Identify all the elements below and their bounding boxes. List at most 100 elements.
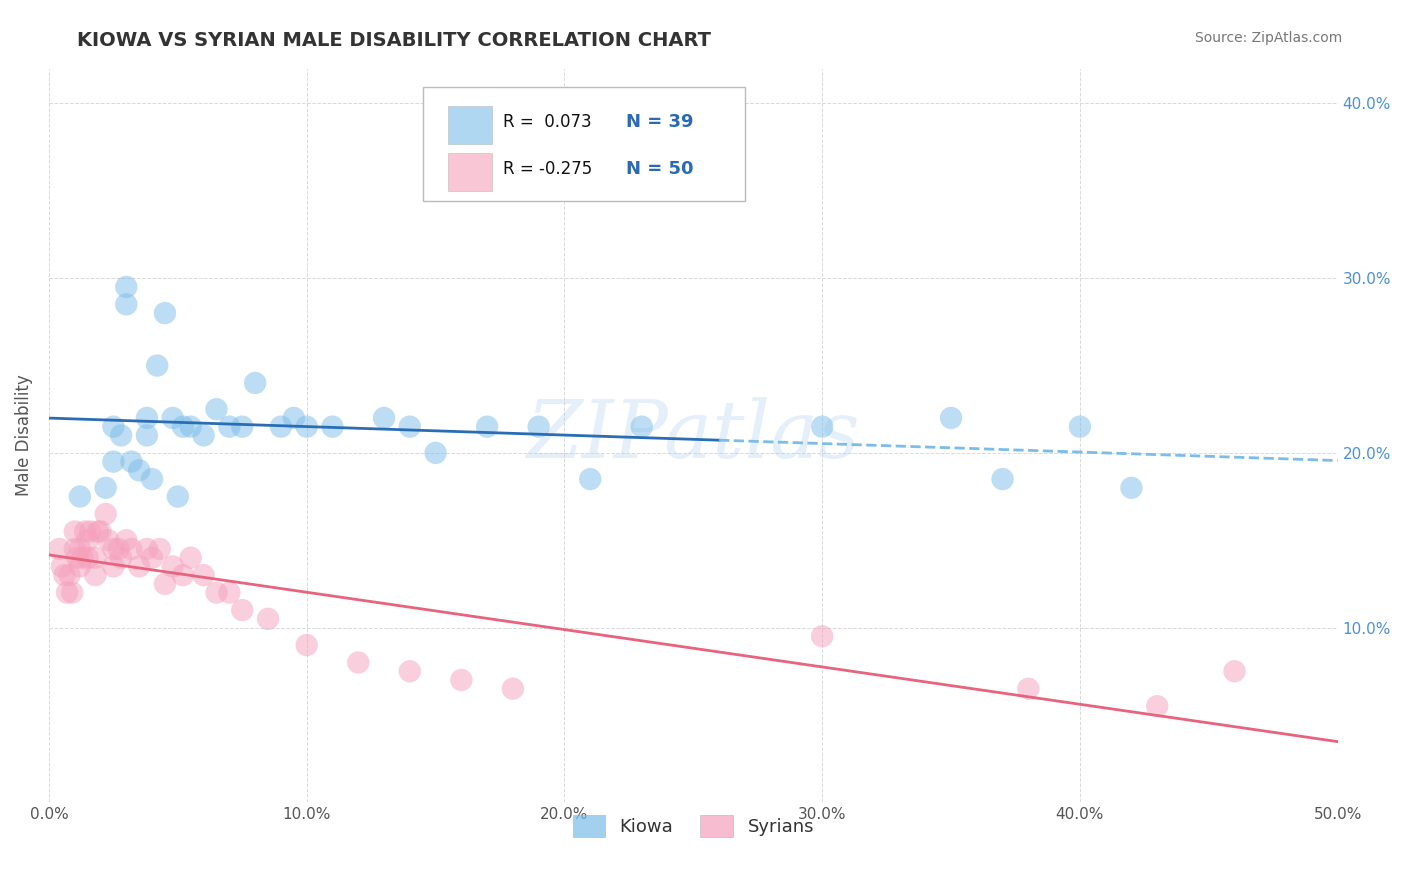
Point <box>135 428 157 442</box>
Point <box>120 454 142 468</box>
Point <box>72 550 94 565</box>
Y-axis label: Male Disability: Male Disability <box>15 375 32 496</box>
FancyBboxPatch shape <box>423 87 745 201</box>
Point <box>166 490 188 504</box>
Point <box>527 419 550 434</box>
Point <box>475 419 498 434</box>
Point <box>69 490 91 504</box>
Point <box>66 550 89 565</box>
Point <box>205 585 228 599</box>
Text: N = 50: N = 50 <box>626 161 693 178</box>
Point <box>58 568 80 582</box>
Point <box>218 419 240 434</box>
Point <box>63 541 86 556</box>
Point <box>270 419 292 434</box>
Point <box>153 306 176 320</box>
Point <box>172 568 194 582</box>
Point <box>231 603 253 617</box>
Text: R = -0.275: R = -0.275 <box>502 161 592 178</box>
Point <box>398 665 420 679</box>
Point <box>295 419 318 434</box>
Point <box>811 629 834 643</box>
Point <box>103 419 125 434</box>
Legend: Kiowa, Syrians: Kiowa, Syrians <box>565 808 821 845</box>
Text: Source: ZipAtlas.com: Source: ZipAtlas.com <box>1195 31 1343 45</box>
Point <box>172 419 194 434</box>
Point <box>193 428 215 442</box>
Point <box>63 524 86 539</box>
Point <box>128 559 150 574</box>
Point <box>73 524 96 539</box>
Point <box>76 533 98 548</box>
Point <box>373 411 395 425</box>
Point <box>1069 419 1091 434</box>
Point <box>162 411 184 425</box>
Point <box>89 524 111 539</box>
Point <box>283 411 305 425</box>
Point <box>1121 481 1143 495</box>
Point <box>939 411 962 425</box>
Text: R =  0.073: R = 0.073 <box>502 113 591 131</box>
Point <box>56 585 79 599</box>
FancyBboxPatch shape <box>449 153 492 192</box>
Point <box>51 559 73 574</box>
Point <box>107 541 129 556</box>
Point <box>110 428 132 442</box>
Point <box>115 297 138 311</box>
Point <box>1146 699 1168 714</box>
Point <box>398 419 420 434</box>
FancyBboxPatch shape <box>449 106 492 144</box>
Text: ZIPatlas: ZIPatlas <box>527 397 860 475</box>
Point <box>991 472 1014 486</box>
Point <box>1017 681 1039 696</box>
Point <box>180 550 202 565</box>
Point <box>579 472 602 486</box>
Point <box>1223 665 1246 679</box>
Point <box>84 550 107 565</box>
Point <box>120 541 142 556</box>
Point <box>103 541 125 556</box>
Point <box>115 280 138 294</box>
Point <box>141 550 163 565</box>
Text: KIOWA VS SYRIAN MALE DISABILITY CORRELATION CHART: KIOWA VS SYRIAN MALE DISABILITY CORRELAT… <box>77 31 711 50</box>
Point <box>811 419 834 434</box>
Point <box>193 568 215 582</box>
Point <box>60 585 83 599</box>
Point <box>295 638 318 652</box>
Point <box>243 376 266 390</box>
Point <box>153 577 176 591</box>
Point <box>69 541 91 556</box>
Point <box>103 559 125 574</box>
Point <box>218 585 240 599</box>
Point <box>630 419 652 434</box>
Point <box>162 559 184 574</box>
Point <box>48 541 70 556</box>
Point <box>141 472 163 486</box>
Point <box>205 402 228 417</box>
Point <box>231 419 253 434</box>
Point <box>450 673 472 687</box>
Point <box>94 481 117 495</box>
Point <box>53 568 76 582</box>
Point <box>135 411 157 425</box>
Point <box>321 419 343 434</box>
Point <box>110 550 132 565</box>
Point <box>502 681 524 696</box>
Point <box>79 524 101 539</box>
Point <box>257 612 280 626</box>
Point <box>180 419 202 434</box>
Point <box>94 507 117 521</box>
Point <box>425 446 447 460</box>
Point <box>128 463 150 477</box>
Point <box>69 559 91 574</box>
Point <box>84 568 107 582</box>
Point <box>87 524 110 539</box>
Point <box>97 533 120 548</box>
Point <box>135 541 157 556</box>
Point <box>76 550 98 565</box>
Point <box>347 656 370 670</box>
Point <box>146 359 169 373</box>
Point <box>149 541 172 556</box>
Point <box>115 533 138 548</box>
Text: N = 39: N = 39 <box>626 113 693 131</box>
